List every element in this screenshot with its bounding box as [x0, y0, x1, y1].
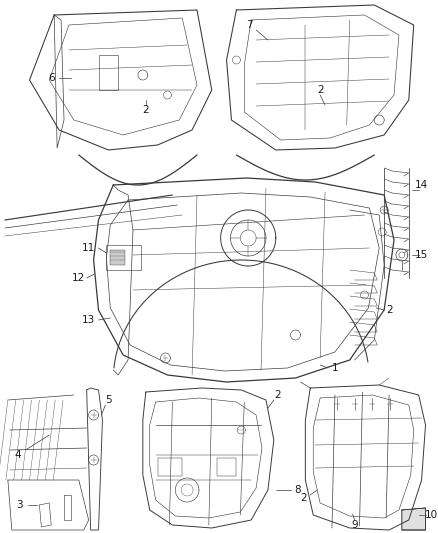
Text: 2: 2 [300, 493, 307, 503]
Bar [106, 245, 141, 270]
Text: 2: 2 [275, 390, 281, 400]
Text: 14: 14 [415, 180, 428, 190]
Text: 9: 9 [351, 520, 358, 530]
Text: 2: 2 [386, 305, 392, 315]
Text: 12: 12 [72, 273, 85, 283]
Bar [217, 458, 237, 476]
Text: 5: 5 [105, 395, 112, 405]
Text: 7: 7 [246, 20, 253, 30]
Text: 2: 2 [142, 105, 149, 115]
Text: 13: 13 [82, 315, 95, 325]
Text: 3: 3 [16, 500, 23, 510]
Text: 10: 10 [425, 510, 438, 520]
Bar [158, 458, 182, 476]
Text: 11: 11 [82, 243, 95, 253]
Text: 2: 2 [317, 85, 323, 95]
Text: 4: 4 [14, 450, 21, 460]
Bar [99, 55, 118, 90]
Text: 1: 1 [332, 363, 338, 373]
Text: 6: 6 [48, 73, 55, 83]
Text: 15: 15 [415, 250, 428, 260]
Bar [110, 250, 125, 265]
Polygon shape [402, 508, 426, 530]
Text: 8: 8 [294, 485, 301, 495]
